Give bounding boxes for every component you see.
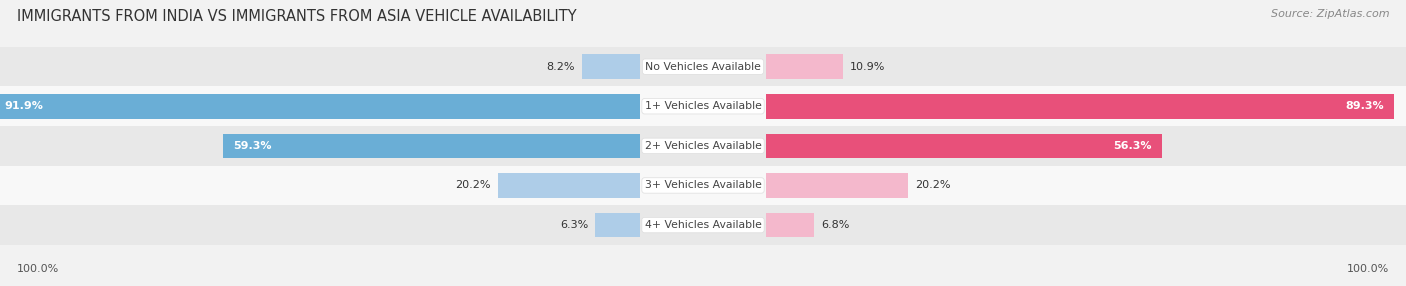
Text: No Vehicles Available: No Vehicles Available	[645, 62, 761, 72]
Text: 20.2%: 20.2%	[456, 180, 491, 190]
Text: 91.9%: 91.9%	[4, 101, 44, 111]
Text: 6.8%: 6.8%	[821, 220, 849, 230]
Bar	[0, 166, 1406, 205]
Text: 8.2%: 8.2%	[547, 62, 575, 72]
Bar	[0, 86, 1406, 126]
Text: 2+ Vehicles Available: 2+ Vehicles Available	[644, 141, 762, 151]
Text: 20.2%: 20.2%	[915, 180, 950, 190]
Bar	[766, 134, 1161, 158]
Bar	[0, 205, 1406, 245]
Text: 3+ Vehicles Available: 3+ Vehicles Available	[644, 180, 762, 190]
Text: 100.0%: 100.0%	[17, 264, 59, 274]
Text: 100.0%: 100.0%	[1347, 264, 1389, 274]
Text: 6.3%: 6.3%	[560, 220, 588, 230]
Text: 56.3%: 56.3%	[1114, 141, 1152, 151]
Bar	[0, 47, 1406, 86]
Bar	[766, 173, 908, 198]
Text: 1+ Vehicles Available: 1+ Vehicles Available	[644, 101, 762, 111]
Bar	[0, 94, 640, 118]
Text: 4+ Vehicles Available: 4+ Vehicles Available	[644, 220, 762, 230]
Text: Source: ZipAtlas.com: Source: ZipAtlas.com	[1271, 9, 1389, 19]
Bar	[766, 94, 1395, 118]
Text: 10.9%: 10.9%	[849, 62, 886, 72]
Bar	[222, 134, 640, 158]
Bar	[0, 126, 1406, 166]
Text: IMMIGRANTS FROM INDIA VS IMMIGRANTS FROM ASIA VEHICLE AVAILABILITY: IMMIGRANTS FROM INDIA VS IMMIGRANTS FROM…	[17, 9, 576, 23]
Text: 89.3%: 89.3%	[1346, 101, 1384, 111]
Bar	[498, 173, 640, 198]
Bar	[766, 54, 844, 79]
Text: 59.3%: 59.3%	[233, 141, 271, 151]
Bar	[582, 54, 640, 79]
Bar	[596, 213, 640, 237]
Bar	[766, 213, 814, 237]
